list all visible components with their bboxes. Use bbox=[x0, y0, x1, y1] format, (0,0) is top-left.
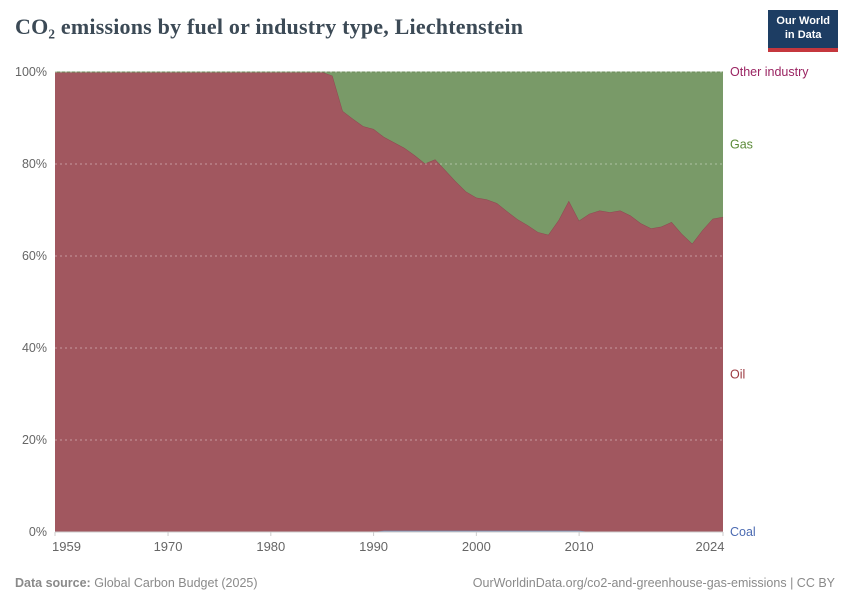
footer-attribution: OurWorldinData.org/co2-and-greenhouse-ga… bbox=[473, 576, 835, 590]
owid-logo-line2: in Data bbox=[784, 28, 822, 41]
data-source: Data source: Global Carbon Budget (2025) bbox=[15, 576, 258, 590]
x-axis-label: 2010 bbox=[565, 539, 594, 554]
y-axis-label: 80% bbox=[22, 157, 47, 171]
series-label-oil[interactable]: Oil bbox=[730, 367, 745, 381]
owid-logo[interactable]: Our World in Data bbox=[768, 10, 838, 52]
series-label-gas[interactable]: Gas bbox=[730, 137, 753, 151]
owid-logo-line1: Our World bbox=[776, 15, 830, 27]
chart-title: CO₂ emissions by fuel or industry type, … bbox=[15, 14, 524, 39]
series-label-coal[interactable]: Coal bbox=[730, 525, 756, 539]
footer-separator: | bbox=[790, 576, 794, 590]
y-axis-label: 100% bbox=[15, 65, 47, 79]
owid-link[interactable]: OurWorldinData.org/co2-and-greenhouse-ga… bbox=[472, 576, 787, 590]
license-label: CC BY bbox=[796, 576, 835, 590]
x-axis-label: 1959 bbox=[52, 539, 81, 554]
x-axis-label: 1980 bbox=[256, 539, 285, 554]
y-axis-label: 20% bbox=[22, 433, 47, 447]
series-label-other-industry[interactable]: Other industry bbox=[730, 65, 809, 79]
x-axis-label: 2024 bbox=[696, 539, 725, 554]
x-axis-label: 2000 bbox=[462, 539, 491, 554]
y-axis-label: 0% bbox=[29, 525, 47, 539]
x-axis-label: 1970 bbox=[154, 539, 183, 554]
chart-footer: Data source: Global Carbon Budget (2025)… bbox=[15, 576, 835, 590]
series-area-oil[interactable] bbox=[55, 72, 723, 532]
data-source-label: Data source: bbox=[15, 576, 91, 590]
data-source-value: Global Carbon Budget (2025) bbox=[94, 576, 258, 590]
x-axis-label: 1990 bbox=[359, 539, 388, 554]
series-area-gas[interactable] bbox=[55, 72, 723, 244]
y-axis-label: 60% bbox=[22, 249, 47, 263]
y-axis-label: 40% bbox=[22, 341, 47, 355]
